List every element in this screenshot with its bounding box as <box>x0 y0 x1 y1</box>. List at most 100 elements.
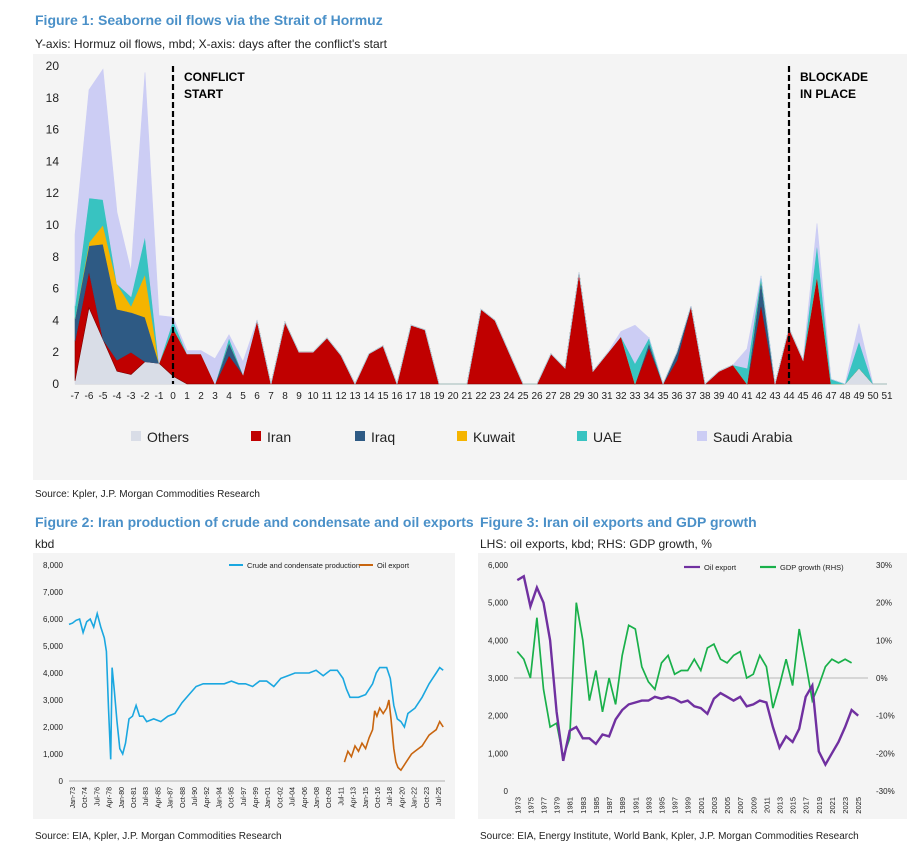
fig3-y-tick: 1,000 <box>488 749 509 758</box>
fig1-x-tick: 47 <box>825 391 837 402</box>
fig1-x-tick: 2 <box>198 391 204 402</box>
fig2-x-tick: Jul-90 <box>192 787 199 806</box>
fig3-x-tick: 1981 <box>566 797 575 814</box>
fig3-panel: 0 1,000 2,000 3,000 4,000 5,000 6,000 -30% -20% -… <box>478 553 907 819</box>
fig2-line-production <box>68 610 444 760</box>
fig2-x-tick: Jan-87 <box>168 787 175 809</box>
fig1-annotation: BLOCKADE <box>800 70 868 84</box>
fig1-x-tick: 19 <box>433 391 445 402</box>
fig1-x-tick: -4 <box>113 391 122 402</box>
fig3-x-tick: 1985 <box>592 797 601 814</box>
fig3-source: Source: EIA, Energy Institute, World Ban… <box>480 831 859 842</box>
fig1-legend-label: UAE <box>593 429 622 445</box>
fig2-x-tick: Jul-83 <box>143 787 150 806</box>
fig2-y-tick: 4,000 <box>43 669 64 678</box>
fig2-source: Source: EIA, Kpler, J.P. Morgan Commodit… <box>35 831 282 842</box>
fig2-panel: 0 1,000 2,000 3,000 4,000 5,000 6,000 7,000 8,00… <box>33 553 455 819</box>
fig1-subtitle: Y-axis: Hormuz oil flows, mbd; X-axis: d… <box>35 37 387 51</box>
fig2-x-tick: Jan-01 <box>265 787 272 809</box>
fig3-line-oil-export <box>516 574 859 768</box>
fig3-title: Figure 3: Iran oil exports and GDP growt… <box>480 514 757 530</box>
fig1-x-tick: -7 <box>71 391 80 402</box>
fig3-y-tick: 4,000 <box>488 636 509 645</box>
fig1-legend-label: Kuwait <box>473 429 515 445</box>
fig1-x-tick: 12 <box>335 391 347 402</box>
fig1-x-tick: 18 <box>419 391 431 402</box>
fig2-x-tick: Oct-88 <box>180 787 187 808</box>
fig3-chart: 0 1,000 2,000 3,000 4,000 5,000 6,000 -30% -20% -… <box>488 561 895 814</box>
fig1-x-tick: 41 <box>741 391 753 402</box>
fig1-legend-swatch <box>457 431 467 441</box>
fig2-legend-label: Crude and condensate production <box>247 561 360 570</box>
fig1-x-tick: 17 <box>405 391 417 402</box>
fig1-x-tick: 13 <box>349 391 361 402</box>
fig1-title: Figure 1: Seaborne oil flows via the Str… <box>35 12 383 28</box>
fig2-x-tick: Apr-13 <box>351 787 358 808</box>
fig1-x-tick: 5 <box>240 391 246 402</box>
fig3-y2-tick: 0% <box>876 674 888 683</box>
fig3-x-tick: 2015 <box>789 797 798 814</box>
fig1-area-saudi-arabia <box>74 68 887 386</box>
fig1-x-tick: 0 <box>170 391 176 402</box>
fig1-x-tick: 4 <box>226 391 232 402</box>
fig1-x-tick: 40 <box>727 391 739 402</box>
fig1-y-tick: 12 <box>46 186 60 200</box>
fig1-x-tick: 23 <box>489 391 501 402</box>
fig1-x-tick: 28 <box>559 391 571 402</box>
fig1-y-tick: 0 <box>52 377 59 391</box>
fig1-x-tick: 14 <box>363 391 375 402</box>
fig1-x-tick: 35 <box>657 391 669 402</box>
fig1-x-tick: 36 <box>671 391 683 402</box>
fig1-x-tick: 38 <box>699 391 711 402</box>
fig1-x-tick: 29 <box>573 391 585 402</box>
fig3-x-tick: 1991 <box>631 797 640 814</box>
fig2-x-tick: Jul-76 <box>94 787 101 806</box>
fig2-x-tick: Jul-18 <box>387 787 394 806</box>
fig3-x-tick: 2011 <box>762 797 771 813</box>
fig2-x-tick: Jan-94 <box>216 787 223 809</box>
fig1-x-tick: 42 <box>755 391 767 402</box>
fig1-x-tick: 21 <box>461 391 473 402</box>
fig3-x-tick: 1979 <box>553 797 562 814</box>
fig1-x-tick: 20 <box>447 391 459 402</box>
fig2-line-export <box>343 699 444 772</box>
fig3-x-tick: 1975 <box>526 797 535 814</box>
fig2-x-tick: Oct-95 <box>229 787 236 808</box>
fig2-x-tick: Apr-99 <box>253 787 260 808</box>
fig2-x-tick: Jul-04 <box>290 787 297 806</box>
fig2-y-tick: 6,000 <box>43 615 64 624</box>
fig1-x-tick: 45 <box>797 391 809 402</box>
fig1-legend-label: Iran <box>267 429 291 445</box>
fig2-x-tick: Oct-74 <box>82 787 89 808</box>
fig1-x-tick: 11 <box>322 391 333 402</box>
fig2-x-tick: Jan-08 <box>314 787 321 809</box>
fig1-legend-label: Others <box>147 429 189 445</box>
fig2-x-tick: Apr-20 <box>399 787 406 808</box>
fig2-y-tick: 2,000 <box>43 723 64 732</box>
fig1-x-tick: 32 <box>615 391 627 402</box>
fig1-x-tick: 49 <box>853 391 865 402</box>
fig1-x-tick: 25 <box>517 391 529 402</box>
fig3-y-tick: 2,000 <box>488 712 509 721</box>
fig2-title: Figure 2: Iran production of crude and c… <box>35 514 474 530</box>
fig1-x-tick: 9 <box>296 391 302 402</box>
fig3-x-tick: 2017 <box>802 797 811 814</box>
fig1-x-tick: 51 <box>881 391 893 402</box>
fig1-x-tick: 8 <box>282 391 288 402</box>
fig3-x-tick: 1997 <box>671 797 680 814</box>
fig1-x-tick: 16 <box>391 391 403 402</box>
fig1-x-tick: 7 <box>268 391 274 402</box>
fig1-legend-swatch <box>697 431 707 441</box>
fig1-x-tick: -2 <box>141 391 150 402</box>
fig1-y-tick: 18 <box>46 91 60 105</box>
fig2-x-tick: Jan-80 <box>119 787 126 809</box>
fig3-x-tick: 1987 <box>605 797 614 814</box>
fig1-legend-swatch <box>355 431 365 441</box>
fig3-x-tick: 2025 <box>854 797 863 814</box>
fig2-x-tick: Apr-92 <box>204 787 211 808</box>
fig3-y2-tick: 30% <box>876 561 892 570</box>
fig1-annotation: IN PLACE <box>800 87 856 101</box>
fig2-y-tick: 0 <box>59 777 64 786</box>
fig2-legend-label: Oil export <box>377 561 410 570</box>
fig1-x-tick: 50 <box>867 391 879 402</box>
